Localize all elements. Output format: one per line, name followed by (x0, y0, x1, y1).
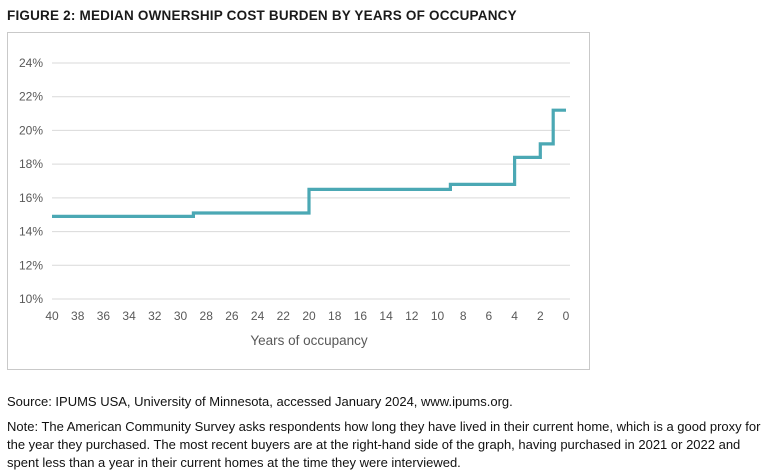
x-tick-label: 26 (225, 309, 239, 323)
x-tick-label: 36 (97, 309, 111, 323)
x-tick-label: 32 (148, 309, 162, 323)
y-tick-label: 24% (19, 56, 43, 70)
x-tick-label: 8 (460, 309, 467, 323)
x-tick-label: 24 (251, 309, 265, 323)
x-tick-label: 22 (277, 309, 291, 323)
x-tick-label: 20 (302, 309, 316, 323)
note-text: Note: The American Community Survey asks… (7, 419, 761, 470)
series-line (52, 108, 566, 218)
step-line-chart: 10%12%14%16%18%20%22%24%40 38 36 34 32 30 28 26… (19, 56, 570, 348)
x-tick-label: 30 (174, 309, 188, 323)
y-tick-label: 10% (19, 292, 43, 306)
x-tick-label: 34 (122, 309, 136, 323)
source-text: Source: IPUMS USA, University of Minneso… (7, 394, 513, 409)
chart-container: 10% 12% 14% 16% 18% 20% 22% 24% 40 38 36 34 32 30 28 26… (7, 32, 590, 370)
x-tick-label: 40 (45, 309, 59, 323)
y-tick-label: 14% (19, 225, 43, 239)
x-tick-label: 28 (200, 309, 214, 323)
x-tick-label: 38 (71, 309, 85, 323)
x-tick-label: 10 (431, 309, 445, 323)
x-axis-title: Years of occupancy (250, 333, 368, 348)
y-tick-label: 22% (19, 90, 43, 104)
y-tick-label: 16% (19, 191, 43, 205)
x-tick-label: 2 (537, 309, 544, 323)
y-tick-label: 12% (19, 258, 43, 272)
x-tick-label: 6 (486, 309, 493, 323)
y-tick-label: 20% (19, 123, 43, 137)
x-tick-label: 12 (405, 309, 419, 323)
x-tick-label: 16 (354, 309, 368, 323)
x-tick-label: 14 (379, 309, 393, 323)
x-tick-label: 0 (563, 309, 570, 323)
x-tick-label: 4 (511, 309, 518, 323)
y-tick-label: 18% (19, 157, 43, 171)
x-tick-label: 18 (328, 309, 342, 323)
figure-title: FIGURE 2: MEDIAN OWNERSHIP COST BURDEN B… (7, 8, 517, 23)
